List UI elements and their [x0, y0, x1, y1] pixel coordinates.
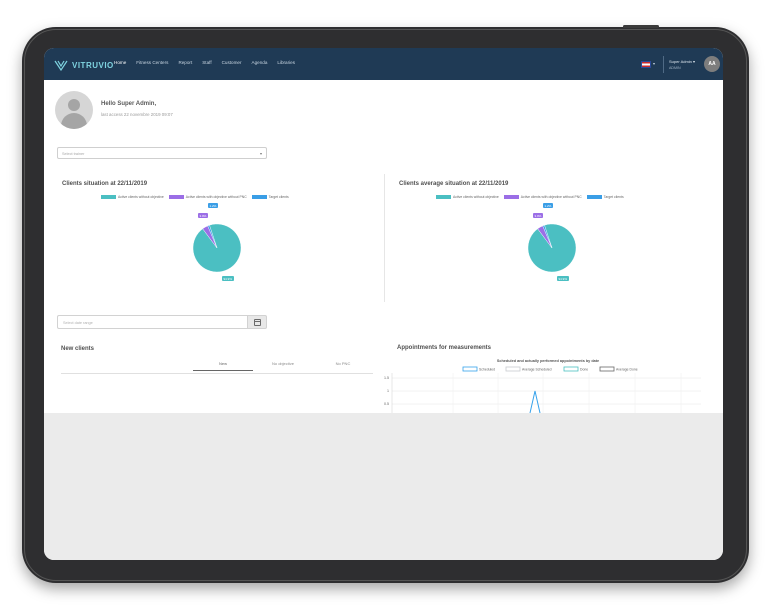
- nav-item-report[interactable]: Report: [178, 60, 193, 65]
- main-menu: Home Fitness Centers Report Staff Customer Ag…: [114, 60, 295, 65]
- pie-slice-label: 94.9%: [222, 276, 234, 281]
- chart-legend: Active clients without objective Active c…: [436, 195, 624, 199]
- legend-label: Average Done: [616, 367, 638, 371]
- trainer-select[interactable]: Select trainer ▾: [57, 147, 267, 159]
- scheduled-line: [529, 390, 541, 413]
- legend-swatch: [436, 195, 451, 199]
- vitruvio-logo-icon: [54, 60, 68, 71]
- legend-swatch: [101, 195, 116, 199]
- legend-label: Active clients without objective: [453, 195, 499, 199]
- logo-text: VITRUVIO: [72, 60, 114, 70]
- clients-situation-panel: Clients situation at 22/11/2019 Active c…: [59, 176, 385, 304]
- legend-swatch: [505, 366, 521, 372]
- date-range-placeholder: Select date range: [63, 320, 93, 325]
- tabs-underline: [61, 373, 373, 374]
- panel-divider: [384, 174, 385, 302]
- nav-item-home[interactable]: Home: [114, 60, 127, 65]
- panel-title: Clients average situation at 22/11/2019: [399, 181, 509, 187]
- legend-item[interactable]: Active clients with objective without PN…: [503, 195, 582, 199]
- chevron-down-icon: ▾: [259, 150, 262, 156]
- legend-item[interactable]: Active clients with objective without PN…: [168, 195, 247, 199]
- legend-swatch: [168, 195, 184, 199]
- legend-swatch: [251, 195, 267, 199]
- appointments-line-chart: Scheduled and actually performed appoint…: [384, 359, 701, 413]
- chevron-down-icon[interactable]: ▾: [653, 61, 656, 66]
- pie-slice-label: 1.2%: [208, 203, 218, 208]
- legend-swatch: [503, 195, 519, 199]
- nav-item-fitness-centers[interactable]: Fitness Centers: [136, 60, 169, 65]
- date-range-input[interactable]: Select date range: [57, 315, 247, 329]
- nav-item-staff[interactable]: Staff: [202, 60, 212, 65]
- calendar-icon: [254, 319, 261, 326]
- calendar-button[interactable]: [247, 315, 267, 329]
- last-access-text: last access 22 novembre 2019 09:07: [101, 112, 173, 117]
- chart-title: Scheduled and actually performed appoint…: [497, 359, 599, 363]
- pie-slice-label: 3.9%: [198, 213, 208, 218]
- new-clients-tabs: New No objective No PNC: [193, 361, 373, 371]
- legend-item[interactable]: Active clients without objective: [436, 195, 499, 199]
- navbar-separator: [663, 56, 664, 73]
- legend-label: Active clients with objective without PN…: [520, 195, 582, 199]
- legend-label: Done: [580, 367, 588, 371]
- user-menu[interactable]: Super Admin ▾: [669, 59, 696, 64]
- clients-average-situation-panel: Clients average situation at 22/11/2019 …: [396, 176, 722, 304]
- nav-item-customer[interactable]: Customer: [221, 60, 242, 65]
- language-flag-icon[interactable]: [641, 61, 651, 68]
- user-avatar[interactable]: AA: [704, 56, 720, 72]
- y-tick-label: 1.5: [384, 376, 389, 380]
- pie-slice-label: 1.2%: [543, 203, 553, 208]
- legend-label: Active clients without objective: [118, 195, 164, 199]
- chart-legend: Active clients without objective Active c…: [101, 195, 289, 199]
- top-navbar: VITRUVIO Home Fitness Centers Report Staff C…: [44, 48, 723, 80]
- pie-slice[interactable]: [542, 224, 553, 249]
- legend-label: Scheduled: [479, 367, 495, 371]
- panel-title: Clients situation at 22/11/2019: [62, 181, 148, 187]
- pie-svg: [193, 224, 241, 272]
- pie-svg: [528, 224, 576, 272]
- user-role: ADMIN: [669, 66, 681, 70]
- pie-slice[interactable]: [207, 224, 218, 249]
- profile-avatar: [55, 91, 93, 129]
- nav-item-agenda[interactable]: Agenda: [251, 60, 268, 65]
- tab-no-pnc[interactable]: No PNC: [335, 361, 351, 366]
- tablet-screen: VITRUVIO Home Fitness Centers Report Staff C…: [44, 48, 723, 560]
- tab-new[interactable]: New: [193, 361, 253, 371]
- legend-item[interactable]: Active clients without objective: [101, 195, 164, 199]
- trainer-select-placeholder: Select trainer: [62, 151, 85, 156]
- appointments-title: Appointments for measurements: [397, 345, 492, 351]
- tab-no-objective[interactable]: No objective: [271, 361, 294, 366]
- new-clients-title: New clients: [61, 346, 95, 352]
- greeting: Hello Super Admin,: [101, 101, 157, 107]
- user-silhouette-icon: [68, 99, 80, 111]
- app-logo[interactable]: VITRUVIO: [54, 58, 114, 72]
- legend-label: Target clients: [603, 195, 624, 199]
- legend-label: Active clients with objective without PN…: [185, 195, 247, 199]
- nav-item-libraries[interactable]: Libraries: [277, 60, 295, 65]
- legend-swatch: [586, 195, 602, 199]
- legend-swatch: [563, 366, 579, 372]
- legend-label: Average Scheduled: [522, 367, 552, 371]
- legend-swatch: [599, 366, 615, 372]
- legend-item[interactable]: Target clients: [586, 195, 624, 199]
- pie-slice-label: 3.9%: [533, 213, 543, 218]
- legend-item[interactable]: Target clients: [251, 195, 289, 199]
- legend-label: Target clients: [268, 195, 289, 199]
- y-tick-label: 1: [387, 389, 389, 393]
- tablet-power-button: [623, 25, 659, 28]
- pie-slice-label: 94.9%: [557, 276, 569, 281]
- empty-content-area: [44, 413, 723, 560]
- y-tick-label: 0.5: [384, 402, 389, 406]
- legend-swatch: [462, 366, 478, 372]
